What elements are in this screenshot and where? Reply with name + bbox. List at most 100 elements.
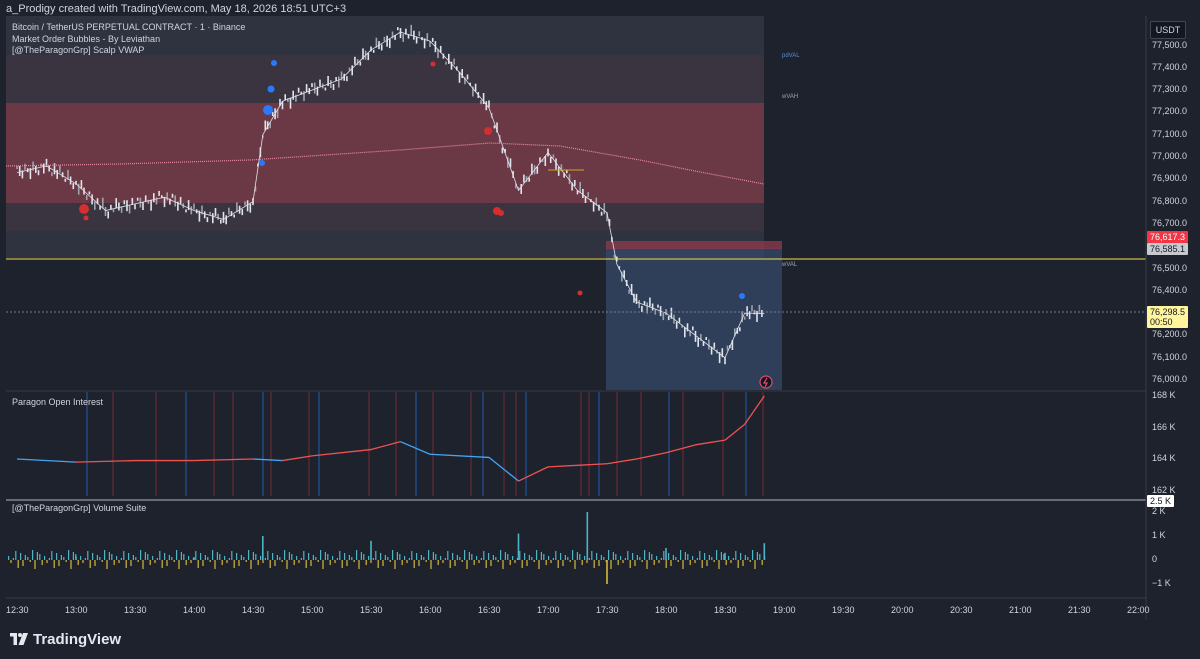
volume-bar	[763, 543, 766, 560]
candle	[163, 197, 166, 208]
candle	[236, 202, 238, 213]
volume-bar	[387, 557, 389, 560]
volume-bar	[411, 551, 413, 560]
candle	[16, 166, 18, 170]
volume-bar	[224, 556, 226, 560]
time-tick: 17:00	[537, 605, 560, 615]
volume-bar	[468, 552, 470, 560]
candle	[684, 327, 686, 338]
volume-bar	[416, 553, 418, 560]
volume-bar	[629, 560, 631, 568]
volume-tick: 1 K	[1152, 530, 1166, 540]
volume-bar	[557, 560, 559, 568]
volume-bar	[725, 560, 727, 565]
time-tick: 12:30	[6, 605, 29, 615]
volume-bar	[646, 560, 648, 569]
volume-bar	[675, 557, 677, 560]
candle	[354, 56, 356, 65]
tradingview-brand: TradingView	[33, 631, 122, 648]
candle	[613, 254, 616, 258]
volume-bar	[20, 553, 22, 560]
oi-shade-bar	[682, 392, 684, 496]
volume-bar	[24, 555, 26, 560]
candle	[675, 321, 678, 329]
oi-panel-title[interactable]: Paragon Open Interest	[12, 397, 104, 407]
volume-bar	[279, 557, 281, 560]
volume-bar	[384, 555, 386, 560]
candle	[389, 39, 391, 49]
price-tick: 76,200.0	[1152, 329, 1188, 339]
created-by-text: a_Prodigy created with TradingView.com, …	[6, 3, 347, 15]
volume-bar	[545, 560, 547, 565]
candle	[217, 213, 219, 220]
candle	[383, 36, 386, 41]
price-series-line	[16, 31, 765, 359]
volume-bar	[72, 552, 74, 560]
volume-bar	[648, 552, 650, 560]
legend-vwap[interactable]: [@TheParagonGrp] Scalp VWAP	[12, 45, 145, 55]
oi-shade-bar	[762, 392, 764, 496]
candle	[155, 197, 158, 205]
candle	[198, 210, 201, 222]
volume-bar	[248, 550, 250, 560]
volume-bar	[606, 560, 608, 584]
volume-bar	[27, 557, 29, 560]
volume-bar	[274, 560, 276, 566]
volume-bar	[444, 558, 446, 560]
volume-bar	[39, 554, 41, 560]
time-tick: 18:00	[655, 605, 678, 615]
candle	[134, 204, 136, 210]
candle	[568, 174, 571, 185]
volume-bar	[425, 560, 427, 562]
volume-bar	[658, 560, 660, 563]
volume-bar	[193, 557, 195, 560]
volume-bar	[375, 551, 377, 560]
candle	[193, 203, 195, 210]
volume-bar	[176, 550, 178, 560]
candle	[418, 31, 421, 37]
tradingview-logo[interactable]: TradingView	[10, 631, 121, 648]
volume-bar	[476, 556, 478, 560]
oi-shade-bar	[503, 392, 505, 496]
legend-symbol[interactable]: Bitcoin / TetherUS PERPETUAL CONTRACT · …	[12, 22, 246, 32]
candle	[284, 94, 286, 101]
candle	[295, 94, 297, 102]
buy-bubble	[271, 60, 277, 66]
candle	[407, 34, 410, 39]
volume-tick: −1 K	[1152, 578, 1171, 588]
volume-bar	[526, 560, 528, 566]
candle	[641, 306, 643, 312]
volume-bar	[288, 552, 290, 560]
volume-bar	[293, 560, 295, 565]
volume-bar	[749, 560, 751, 562]
candle	[576, 190, 579, 195]
time-tick: 17:30	[596, 605, 619, 615]
volume-bar	[207, 557, 209, 560]
volume-bar	[46, 560, 48, 563]
time-tick: 18:30	[714, 605, 737, 615]
level-label-wvah: wVAH	[782, 94, 799, 100]
volume-bar	[668, 553, 670, 560]
candle	[523, 174, 525, 183]
legend-bubbles[interactable]: Market Order Bubbles - By Leviathan	[12, 34, 161, 44]
candle	[623, 270, 625, 279]
candle	[600, 211, 603, 216]
vwap-line	[5, 142, 765, 185]
volume-bar	[586, 512, 589, 560]
candle	[731, 340, 734, 350]
volume-bar	[132, 555, 134, 560]
volume-bar	[17, 560, 19, 568]
candle	[179, 196, 182, 204]
candle	[254, 186, 257, 192]
volume-bar	[370, 560, 372, 563]
volume-bar	[89, 560, 91, 568]
volume-panel-title[interactable]: [@TheParagonGrp] Volume Suite	[12, 503, 147, 513]
currency-button[interactable]: USDT	[1150, 21, 1186, 39]
volume-bar	[77, 560, 79, 565]
time-tick: 21:00	[1009, 605, 1032, 615]
candle	[300, 91, 303, 95]
price-tick: 77,100.0	[1152, 129, 1188, 139]
volume-bar	[540, 552, 542, 560]
candle	[324, 87, 327, 91]
